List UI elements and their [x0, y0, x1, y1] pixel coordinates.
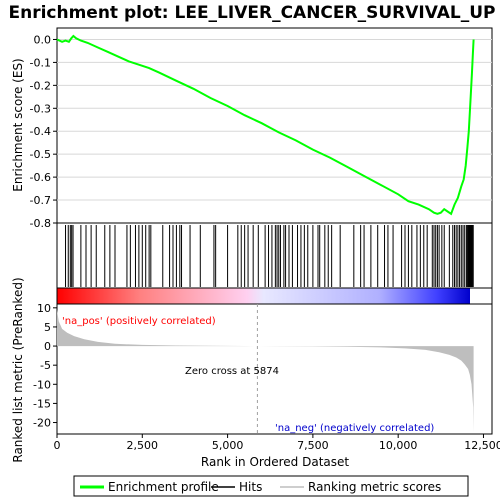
- es-y-tick-label: -0.1: [30, 56, 51, 69]
- rank-colorbar: [57, 288, 492, 304]
- metric-y-tick-label: -5: [40, 359, 51, 372]
- zero-cross-label: Zero cross at 5874: [185, 366, 279, 377]
- legend-label: Hits: [239, 480, 262, 494]
- x-tick-label: 0: [54, 439, 61, 452]
- es-plot-frame: [57, 28, 492, 223]
- es-y-tick-label: -0.5: [30, 148, 51, 161]
- es-y-tick-label: -0.6: [30, 171, 51, 184]
- x-tick-label: 12,500: [464, 439, 500, 452]
- enrichment-score-panel: 0.0 -0.1 -0.2 -0.3 -0.4 -0.5 -0.6 -0.7 -0.8 Enri…: [11, 28, 492, 230]
- es-y-tick-label: -0.4: [30, 125, 51, 138]
- x-axis-label: Rank in Ordered Dataset: [201, 455, 349, 469]
- metric-y-tick-label: -10: [33, 378, 51, 391]
- metric-y-tick-label: -20: [33, 417, 51, 430]
- ranked-metric-panel: 10 5 0 -5 -10 -15 -20 0 2,500 5,000 7,500 10,000 12…: [11, 277, 500, 469]
- es-y-axis-label: Enrichment score (ES): [11, 58, 25, 191]
- legend: Enrichment profile Hits Ranking metric sco…: [74, 476, 468, 496]
- metric-y-tick-label: 0: [44, 340, 51, 353]
- metric-x-ticks: 0 2,500 5,000 7,500 10,000 12,500: [54, 434, 500, 452]
- x-tick-label: 5,000: [212, 439, 244, 452]
- es-y-tick-label: -0.8: [30, 217, 51, 230]
- legend-label: Enrichment profile: [108, 480, 219, 494]
- es-y-tick-label: -0.3: [30, 102, 51, 115]
- metric-y-tick-label: 5: [44, 321, 51, 334]
- metric-y-ticks: 10 5 0 -5 -10 -15 -20: [33, 302, 57, 430]
- metric-y-axis-label: Ranked list metric (PreRanked): [11, 277, 25, 462]
- es-y-tick-label: -0.7: [30, 194, 51, 207]
- legend-label: Ranking metric scores: [308, 480, 441, 494]
- chart-title: Enrichment plot: LEE_LIVER_CANCER_SURVIV…: [8, 3, 495, 23]
- metric-y-tick-label: 10: [37, 302, 51, 315]
- es-y-tick-label: -0.2: [30, 79, 51, 92]
- x-tick-label: 7,500: [297, 439, 329, 452]
- es-y-tick-label: 0.0: [34, 33, 52, 46]
- positive-correlation-label: 'na_pos' (positively correlated): [62, 316, 216, 327]
- hits-panel: [57, 223, 492, 288]
- x-tick-label: 10,000: [379, 439, 418, 452]
- colorbar-gradient: [57, 288, 470, 304]
- metric-y-tick-label: -15: [33, 397, 51, 410]
- es-y-ticks: 0.0 -0.1 -0.2 -0.3 -0.4 -0.5 -0.6 -0.7 -0.8: [30, 33, 57, 230]
- negative-correlation-label: 'na_neg' (negatively correlated): [275, 423, 434, 434]
- x-tick-label: 2,500: [127, 439, 159, 452]
